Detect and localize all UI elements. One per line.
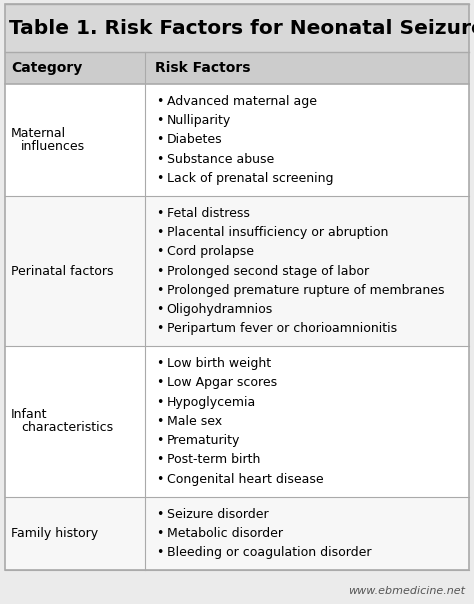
Bar	[5, 84, 469, 196]
Text: •: •	[156, 114, 164, 127]
Text: Post-term birth: Post-term birth	[166, 454, 260, 466]
Text: Family history: Family history	[11, 527, 98, 540]
Text: •: •	[156, 207, 164, 220]
Text: •: •	[156, 153, 164, 165]
Text: Lack of prenatal screening: Lack of prenatal screening	[166, 172, 333, 185]
Text: Peripartum fever or chorioamnionitis: Peripartum fever or chorioamnionitis	[166, 322, 397, 335]
Text: •: •	[156, 322, 164, 335]
Text: Oligohydramnios: Oligohydramnios	[166, 303, 273, 316]
Text: Cord prolapse: Cord prolapse	[166, 245, 254, 259]
Text: characteristics: characteristics	[21, 422, 113, 434]
Text: www.ebmedicine.net: www.ebmedicine.net	[348, 586, 465, 596]
Text: Fetal distress: Fetal distress	[166, 207, 249, 220]
Text: Prolonged second stage of labor: Prolonged second stage of labor	[166, 265, 369, 278]
Text: •: •	[156, 396, 164, 409]
Text: •: •	[156, 265, 164, 278]
Text: •: •	[156, 472, 164, 486]
Text: Bleeding or coagulation disorder: Bleeding or coagulation disorder	[166, 546, 371, 559]
Text: Hypoglycemia: Hypoglycemia	[166, 396, 256, 409]
Text: •: •	[156, 245, 164, 259]
Text: •: •	[156, 172, 164, 185]
Text: Category: Category	[11, 61, 82, 75]
Bar	[5, 52, 469, 84]
Text: Risk Factors: Risk Factors	[155, 61, 250, 75]
Text: •: •	[156, 357, 164, 370]
Text: Low Apgar scores: Low Apgar scores	[166, 376, 277, 390]
Text: Male sex: Male sex	[166, 415, 222, 428]
Bar	[5, 496, 469, 570]
Text: Congenital heart disease: Congenital heart disease	[166, 472, 323, 486]
Text: •: •	[156, 376, 164, 390]
Text: Placental insufficiency or abruption: Placental insufficiency or abruption	[166, 226, 388, 239]
Text: Seizure disorder: Seizure disorder	[166, 507, 268, 521]
Text: •: •	[156, 454, 164, 466]
Text: •: •	[156, 507, 164, 521]
Text: Advanced maternal age: Advanced maternal age	[166, 95, 317, 108]
Text: Metabolic disorder: Metabolic disorder	[166, 527, 283, 540]
Bar	[5, 346, 469, 496]
Text: •: •	[156, 546, 164, 559]
Text: •: •	[156, 303, 164, 316]
Text: •: •	[156, 284, 164, 297]
Text: Nulliparity: Nulliparity	[166, 114, 231, 127]
Text: •: •	[156, 434, 164, 447]
Text: •: •	[156, 95, 164, 108]
Text: Perinatal factors: Perinatal factors	[11, 265, 113, 278]
Text: •: •	[156, 527, 164, 540]
Text: •: •	[156, 133, 164, 146]
Text: Prolonged premature rupture of membranes: Prolonged premature rupture of membranes	[166, 284, 444, 297]
Text: Prematurity: Prematurity	[166, 434, 240, 447]
Text: Diabetes: Diabetes	[166, 133, 222, 146]
Text: •: •	[156, 226, 164, 239]
Text: Substance abuse: Substance abuse	[166, 153, 274, 165]
Text: influences: influences	[21, 140, 85, 153]
Text: Table 1. Risk Factors for Neonatal Seizures: Table 1. Risk Factors for Neonatal Seizu…	[9, 19, 474, 37]
Text: Low birth weight: Low birth weight	[166, 357, 271, 370]
Text: Maternal: Maternal	[11, 127, 66, 140]
Text: •: •	[156, 415, 164, 428]
Bar	[5, 196, 469, 346]
Bar	[5, 4, 469, 52]
Text: Infant: Infant	[11, 408, 47, 422]
